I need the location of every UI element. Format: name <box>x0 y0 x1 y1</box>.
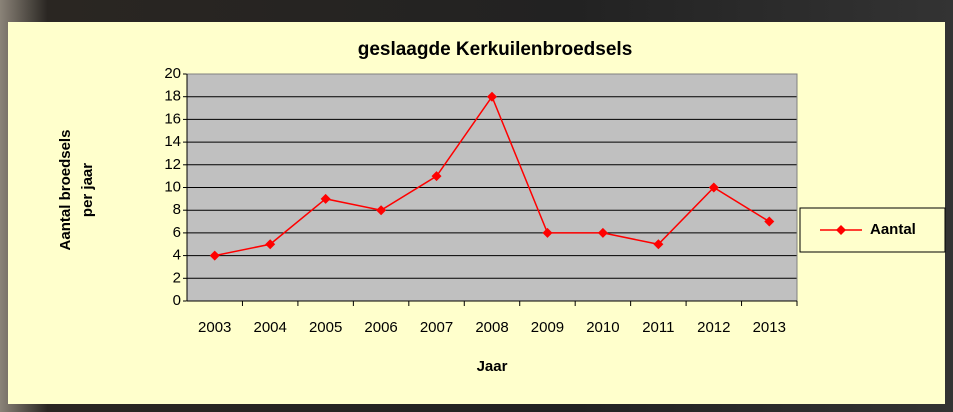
x-tick-label: 2010 <box>586 319 619 336</box>
y-tick-label: 14 <box>164 133 181 150</box>
y-tick-label: 2 <box>173 269 181 286</box>
legend-label: Aantal <box>870 221 916 238</box>
x-tick-label: 2007 <box>420 319 453 336</box>
y-tick-label: 0 <box>173 292 181 309</box>
x-tick-label: 2003 <box>198 319 231 336</box>
x-tick-label: 2009 <box>531 319 564 336</box>
x-tick-label: 2013 <box>753 319 786 336</box>
x-tick-label: 2005 <box>309 319 342 336</box>
x-tick-label: 2006 <box>364 319 397 336</box>
y-tick-label: 8 <box>173 201 181 218</box>
y-tick-label: 10 <box>164 178 181 195</box>
chart: geslaagde Kerkuilenbroedsels Jaar Aantal… <box>0 0 953 412</box>
y-axis-label-line: per jaar <box>79 163 96 217</box>
y-tick-label: 12 <box>164 156 181 173</box>
x-axis-label: Jaar <box>477 358 508 375</box>
y-tick-label: 18 <box>164 88 181 105</box>
y-axis-label-line: Aantal broedsels <box>57 130 74 251</box>
y-tick-label: 4 <box>173 247 181 264</box>
x-tick-label: 2011 <box>642 319 674 336</box>
x-tick-label: 2004 <box>253 319 286 336</box>
y-tick-label: 6 <box>173 224 181 241</box>
y-tick-label: 20 <box>164 65 181 82</box>
y-tick-label: 16 <box>164 110 181 127</box>
x-tick-label: 2008 <box>475 319 508 336</box>
page: {"chart_data": {"type": "line", "title":… <box>0 0 953 412</box>
x-tick-label: 2012 <box>697 319 730 336</box>
chart-title: geslaagde Kerkuilenbroedsels <box>358 39 633 60</box>
